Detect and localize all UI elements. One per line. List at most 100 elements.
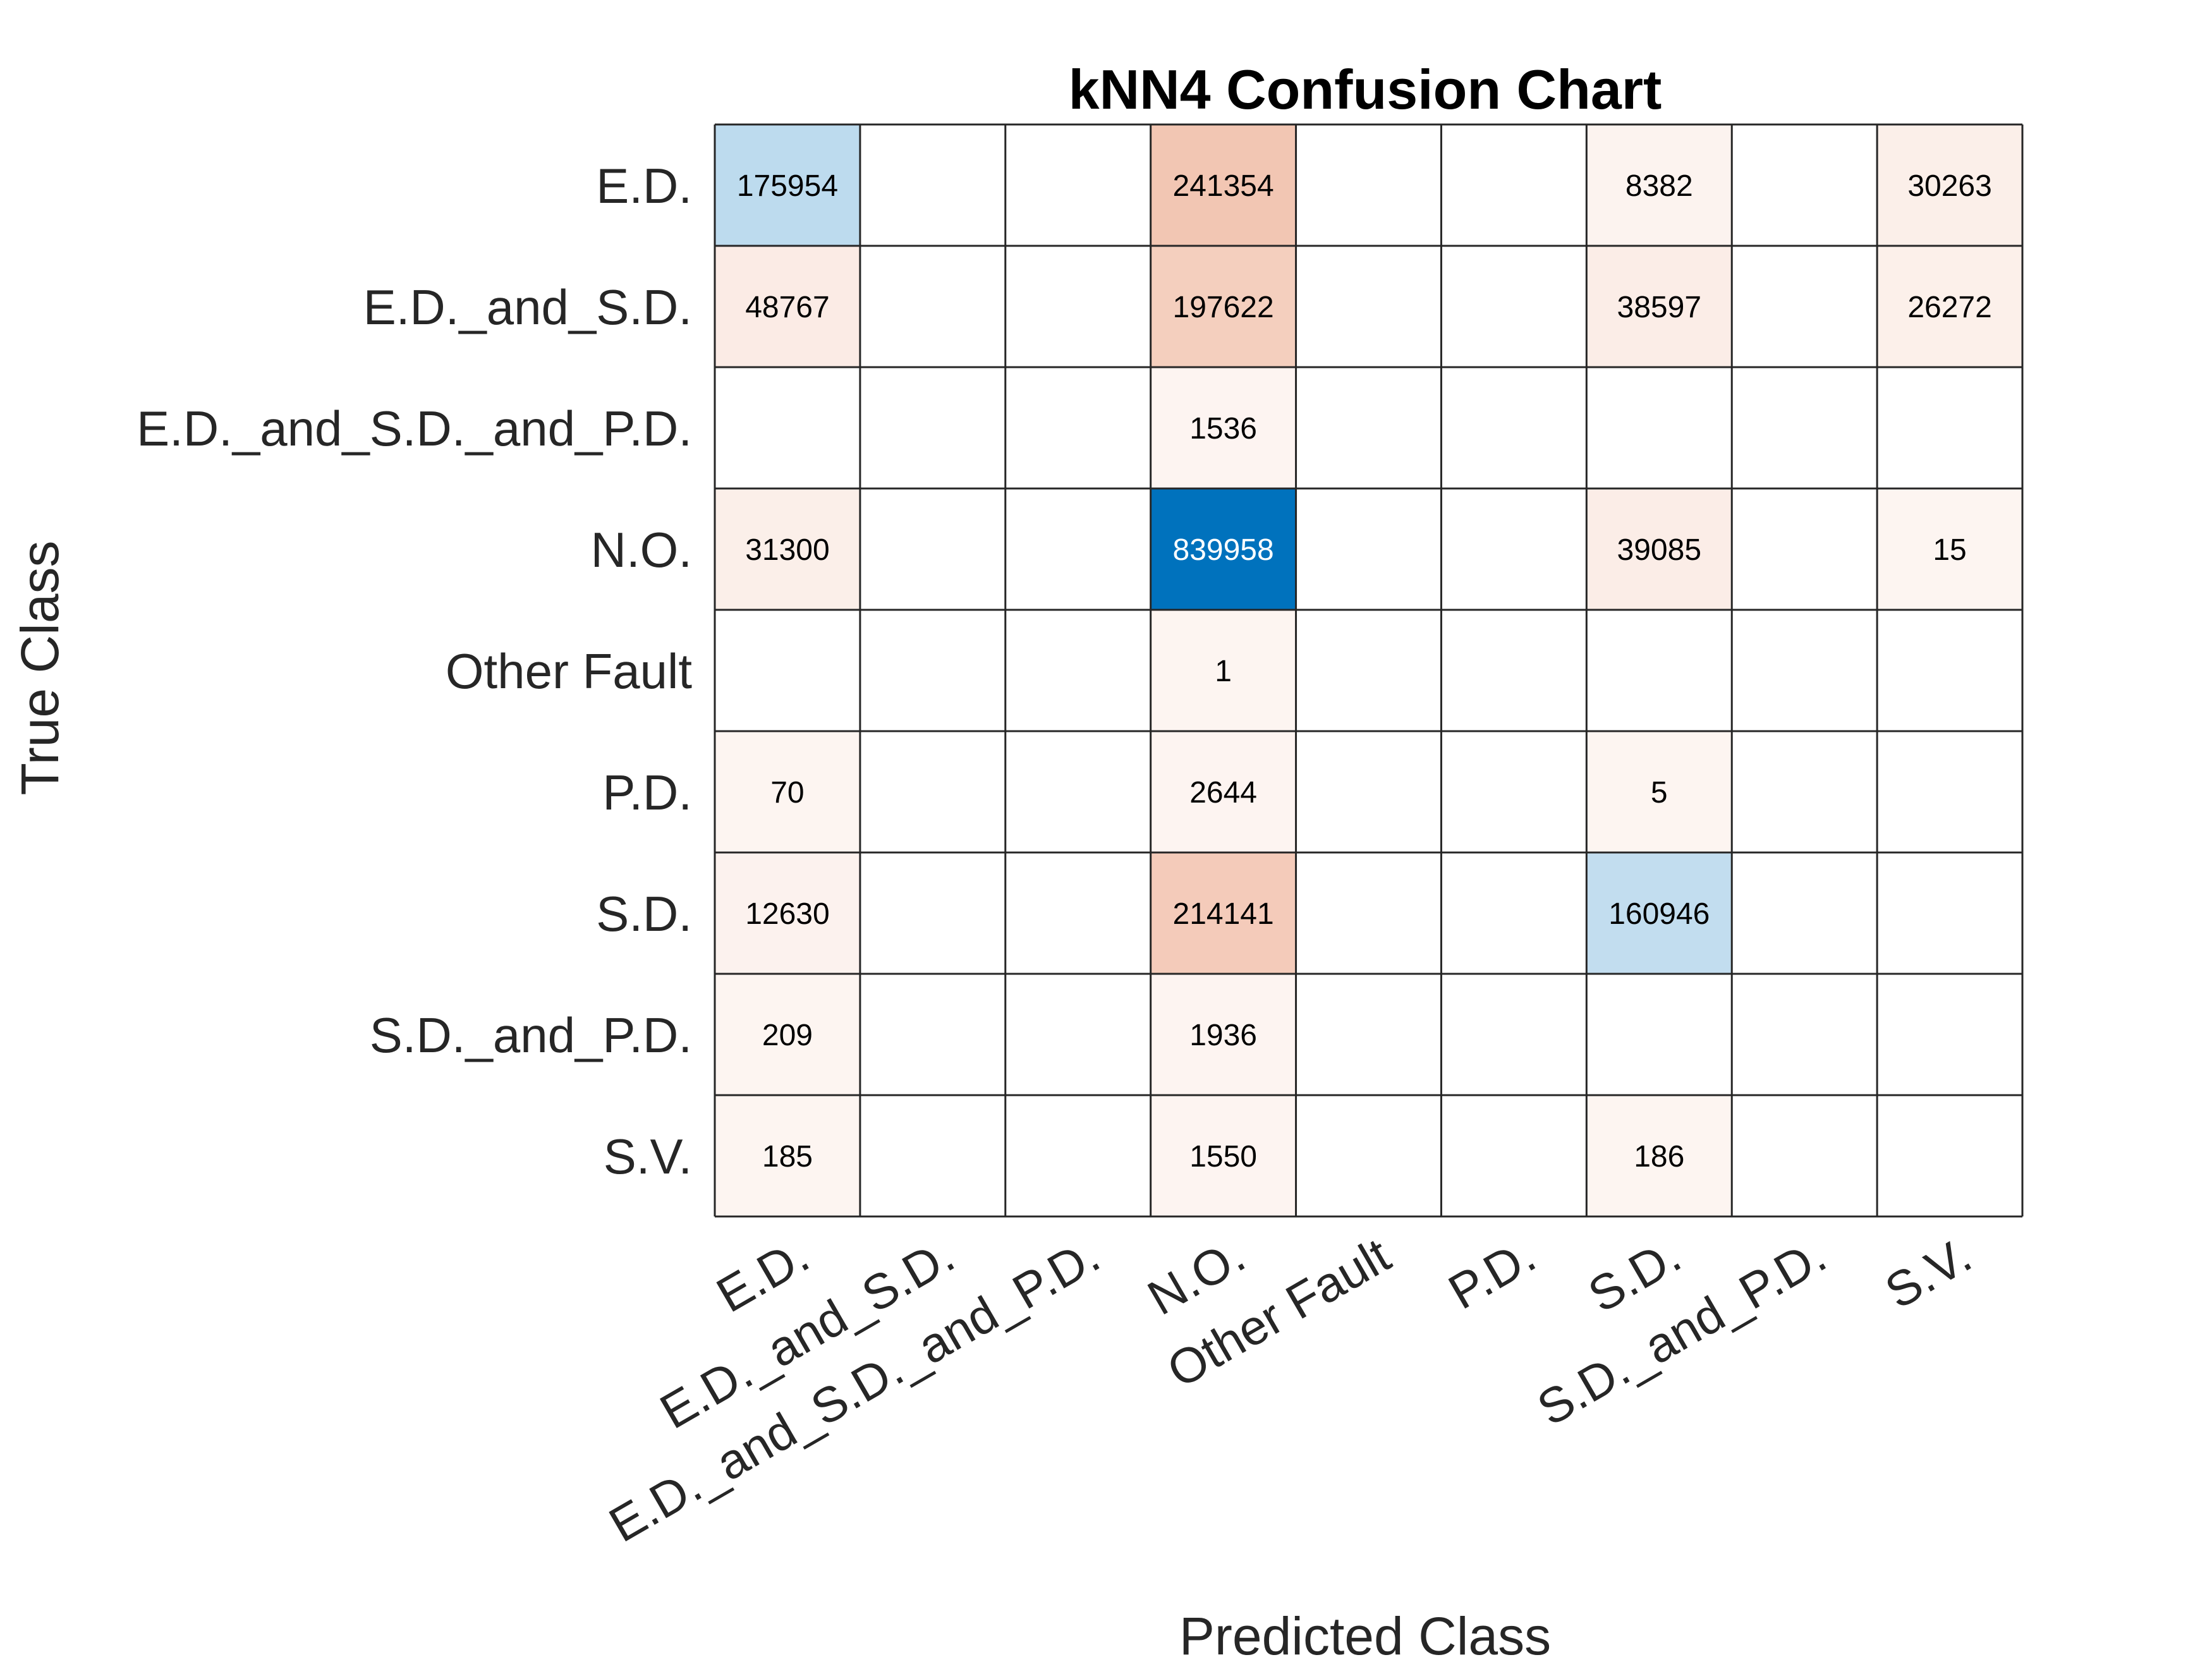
cell-0-4 bbox=[1296, 124, 1442, 246]
cell-1-0 bbox=[715, 246, 860, 367]
cell-3-4 bbox=[1296, 488, 1442, 610]
row-tick-label: S.V. bbox=[604, 1129, 692, 1184]
cell-6-1 bbox=[860, 852, 1006, 974]
cell-7-3 bbox=[1150, 974, 1296, 1095]
cell-1-1 bbox=[860, 246, 1006, 367]
cell-4-3 bbox=[1150, 610, 1296, 731]
cell-value-1-6: 38597 bbox=[1617, 291, 1701, 324]
cell-2-3 bbox=[1150, 367, 1296, 488]
row-tick-label: N.O. bbox=[591, 522, 692, 578]
cell-1-3 bbox=[1150, 246, 1296, 367]
cell-value-3-3: 839958 bbox=[1173, 533, 1274, 567]
cell-4-4 bbox=[1296, 610, 1442, 731]
cell-value-0-0: 175954 bbox=[737, 169, 838, 203]
cell-8-5 bbox=[1441, 1095, 1587, 1216]
cell-value-3-0: 31300 bbox=[745, 533, 829, 567]
cell-value-0-8: 30263 bbox=[1907, 169, 1991, 203]
cell-0-6 bbox=[1586, 124, 1732, 246]
cell-7-4 bbox=[1296, 974, 1442, 1095]
cell-1-6 bbox=[1586, 246, 1732, 367]
cell-value-5-6: 5 bbox=[1651, 776, 1668, 810]
cell-2-7 bbox=[1732, 367, 1878, 488]
cell-6-3 bbox=[1150, 852, 1296, 974]
cell-5-3 bbox=[1150, 731, 1296, 852]
cell-2-1 bbox=[860, 367, 1006, 488]
cell-value-8-6: 186 bbox=[1634, 1140, 1684, 1174]
row-tick-label: Other Fault bbox=[446, 643, 692, 699]
cell-7-5 bbox=[1441, 974, 1587, 1095]
cell-4-7 bbox=[1732, 610, 1878, 731]
cell-8-4 bbox=[1296, 1095, 1442, 1216]
cell-7-8 bbox=[1877, 974, 2022, 1095]
cell-3-1 bbox=[860, 488, 1006, 610]
cell-7-1 bbox=[860, 974, 1006, 1095]
row-tick-label: E.D. bbox=[596, 158, 692, 214]
cell-value-1-8: 26272 bbox=[1907, 291, 1991, 324]
cell-0-0 bbox=[715, 124, 860, 246]
column-tick-label: P.D. bbox=[1439, 1227, 1545, 1320]
cell-value-1-3: 197622 bbox=[1173, 291, 1274, 324]
cell-2-4 bbox=[1296, 367, 1442, 488]
cell-0-2 bbox=[1005, 124, 1151, 246]
cell-6-4 bbox=[1296, 852, 1442, 974]
cell-8-7 bbox=[1732, 1095, 1878, 1216]
cell-2-2 bbox=[1005, 367, 1151, 488]
cell-3-7 bbox=[1732, 488, 1878, 610]
cells-layer: 175954 241354 8382 30263 48767 197622 38597 262… bbox=[715, 124, 2022, 1216]
row-tick-label: E.D._and_S.D._and_P.D. bbox=[137, 401, 692, 456]
cell-7-0 bbox=[715, 974, 860, 1095]
cell-0-7 bbox=[1732, 124, 1878, 246]
row-tick-labels: E.D. E.D._and_S.D. E.D._and_S.D._and_P.D. N… bbox=[137, 158, 692, 1184]
cell-value-2-3: 1536 bbox=[1189, 412, 1257, 446]
cell-5-1 bbox=[860, 731, 1006, 852]
column-tick-labels: E.D.E.D._and_S.D.E.D._and_S.D._and_P.D. N… bbox=[600, 1227, 1980, 1553]
cell-0-3 bbox=[1150, 124, 1296, 246]
row-tick-label: E.D._and_S.D. bbox=[363, 279, 692, 335]
cell-5-6 bbox=[1586, 731, 1732, 852]
cell-value-7-3: 1936 bbox=[1189, 1019, 1257, 1052]
cell-value-3-8: 15 bbox=[1933, 533, 1966, 567]
cell-0-8 bbox=[1877, 124, 2022, 246]
cell-6-7 bbox=[1732, 852, 1878, 974]
cell-5-8 bbox=[1877, 731, 2022, 852]
cell-value-6-3: 214141 bbox=[1173, 897, 1274, 931]
cell-8-8 bbox=[1877, 1095, 2022, 1216]
cell-3-0 bbox=[715, 488, 860, 610]
cell-0-1 bbox=[860, 124, 1006, 246]
cell-6-8 bbox=[1877, 852, 2022, 974]
cell-5-2 bbox=[1005, 731, 1151, 852]
cell-1-8 bbox=[1877, 246, 2022, 367]
cell-7-2 bbox=[1005, 974, 1151, 1095]
chart-title: kNN4 Confusion Chart bbox=[1069, 58, 1662, 121]
cell-1-7 bbox=[1732, 246, 1878, 367]
cell-6-2 bbox=[1005, 852, 1151, 974]
cell-1-2 bbox=[1005, 246, 1151, 367]
row-tick-label: P.D. bbox=[602, 765, 692, 820]
cell-3-6 bbox=[1586, 488, 1732, 610]
cell-8-0 bbox=[715, 1095, 860, 1216]
cell-value-3-6: 39085 bbox=[1617, 533, 1701, 567]
cell-5-5 bbox=[1441, 731, 1587, 852]
cell-3-8 bbox=[1877, 488, 2022, 610]
cell-1-4 bbox=[1296, 246, 1442, 367]
cell-value-8-0: 185 bbox=[762, 1140, 813, 1174]
cell-4-5 bbox=[1441, 610, 1587, 731]
cell-value-6-6: 160946 bbox=[1608, 897, 1710, 931]
y-axis-label: True Class bbox=[10, 541, 70, 796]
cell-7-7 bbox=[1732, 974, 1878, 1095]
cell-2-0 bbox=[715, 367, 860, 488]
x-axis-label: Predicted Class bbox=[1179, 1606, 1551, 1659]
cell-5-4 bbox=[1296, 731, 1442, 852]
cell-value-0-6: 8382 bbox=[1626, 169, 1693, 203]
cell-value-4-3: 1 bbox=[1215, 655, 1232, 688]
cell-value-0-3: 241354 bbox=[1173, 169, 1274, 203]
cell-value-7-0: 209 bbox=[762, 1019, 813, 1052]
cell-value-6-0: 12630 bbox=[745, 897, 829, 931]
row-tick-label: S.D._and_P.D. bbox=[370, 1007, 692, 1063]
cell-8-6 bbox=[1586, 1095, 1732, 1216]
cell-3-2 bbox=[1005, 488, 1151, 610]
cell-5-0 bbox=[715, 731, 860, 852]
cell-3-3 bbox=[1150, 488, 1296, 610]
cell-7-6 bbox=[1586, 974, 1732, 1095]
